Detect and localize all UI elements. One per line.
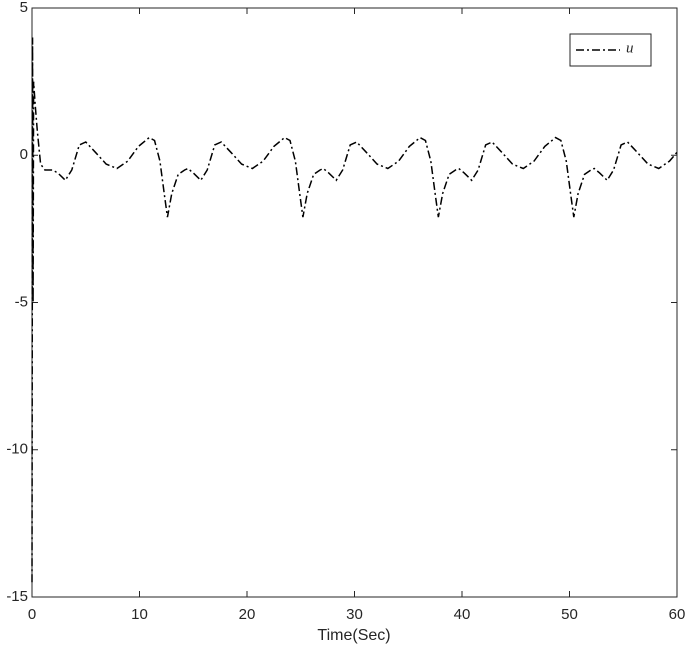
x-tick-label: 50 <box>561 606 578 623</box>
y-tick-label: 5 <box>20 0 28 16</box>
x-tick-label: 20 <box>239 606 256 623</box>
x-tick-label: 40 <box>454 606 471 623</box>
x-tick-label: 60 <box>669 606 685 623</box>
x-axis-label: Time(Sec) <box>317 627 390 644</box>
x-tick-label: 30 <box>346 606 363 623</box>
y-tick-label: 0 <box>20 146 28 163</box>
x-tick-label: 10 <box>131 606 148 623</box>
y-tick-label: -15 <box>6 588 28 605</box>
legend-text: u <box>626 40 634 56</box>
x-tick-label: 0 <box>28 606 36 623</box>
y-tick-label: -10 <box>6 441 28 458</box>
data-line <box>31 37 678 583</box>
plot-frame <box>31 7 678 598</box>
y-tick-label: -5 <box>15 293 28 310</box>
